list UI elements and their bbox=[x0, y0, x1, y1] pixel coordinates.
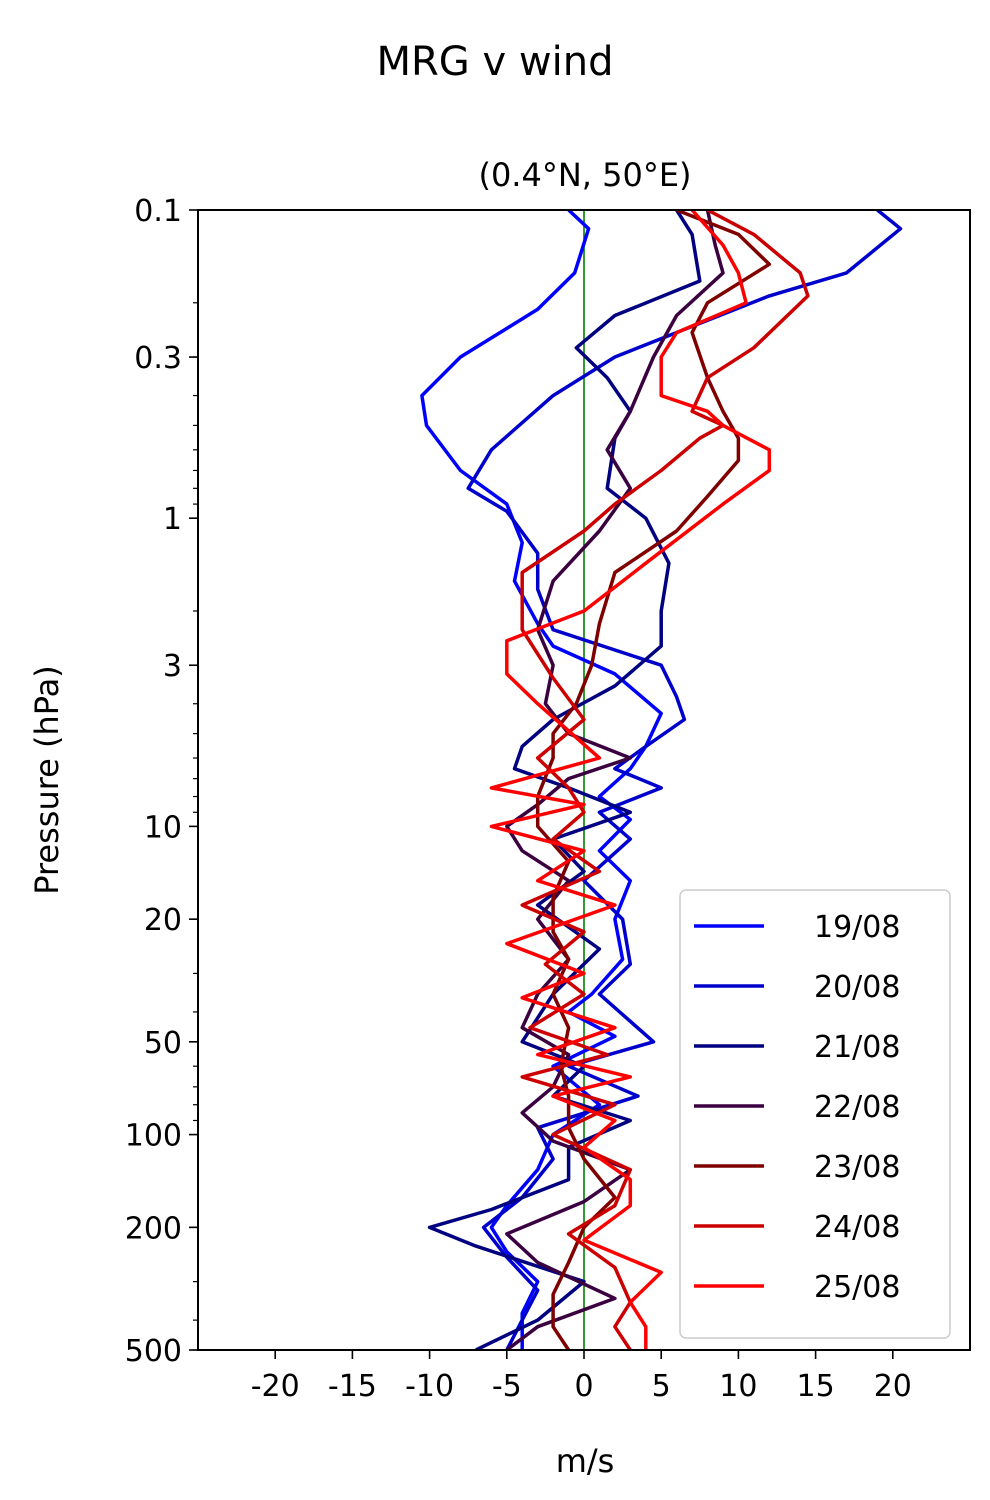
x-tick-label: -10 bbox=[405, 1369, 454, 1404]
series-line-7 bbox=[489, 210, 772, 1350]
y-tick-label: 500 bbox=[125, 1334, 182, 1369]
legend-label-1: 19/08 bbox=[814, 910, 900, 945]
x-tick-label: -20 bbox=[251, 1369, 300, 1404]
legend-label-3: 21/08 bbox=[814, 1030, 900, 1065]
series-line-4 bbox=[505, 210, 725, 1350]
series-line-6 bbox=[520, 210, 810, 1350]
y-axis-label: Pressure (hPa) bbox=[28, 665, 66, 895]
legend-label-4: 22/08 bbox=[814, 1090, 900, 1125]
x-tick-label: 5 bbox=[652, 1369, 671, 1404]
legend-label-7: 25/08 bbox=[814, 1270, 900, 1305]
legend-label-2: 20/08 bbox=[814, 970, 900, 1005]
y-tick-label: 10 bbox=[144, 810, 182, 845]
x-tick-label: -5 bbox=[492, 1369, 522, 1404]
series-group bbox=[420, 210, 903, 1350]
series-line-2 bbox=[466, 210, 903, 1350]
x-tick-label: 15 bbox=[797, 1369, 835, 1404]
axes-title: (0.4°N, 50°E) bbox=[478, 156, 691, 194]
legend-label-5: 23/08 bbox=[814, 1150, 900, 1185]
x-tick-label: 20 bbox=[874, 1369, 912, 1404]
x-tick-label: 10 bbox=[719, 1369, 757, 1404]
y-tick-label: 0.3 bbox=[134, 341, 182, 376]
x-tick-label: 0 bbox=[574, 1369, 593, 1404]
legend-label-6: 24/08 bbox=[814, 1210, 900, 1245]
y-tick-label: 50 bbox=[144, 1026, 182, 1061]
figure-suptitle: MRG v wind bbox=[377, 39, 614, 85]
y-tick-label: 20 bbox=[144, 903, 182, 938]
series-line-3 bbox=[427, 210, 702, 1350]
x-tick-label: -15 bbox=[328, 1369, 377, 1404]
x-axis-label: m/s bbox=[556, 1442, 615, 1480]
y-tick-label: 100 bbox=[125, 1119, 182, 1154]
y-tick-label: 200 bbox=[125, 1211, 182, 1246]
y-tick-label: 0.1 bbox=[134, 194, 182, 229]
y-tick-label: 3 bbox=[163, 649, 182, 684]
y-tick-label: 1 bbox=[163, 502, 182, 537]
plot-area: -20 -15 -10 -5 0 5 10 15 20 0.1 0.3 1 3 10 20 50 100 200 5… bbox=[125, 194, 971, 1404]
